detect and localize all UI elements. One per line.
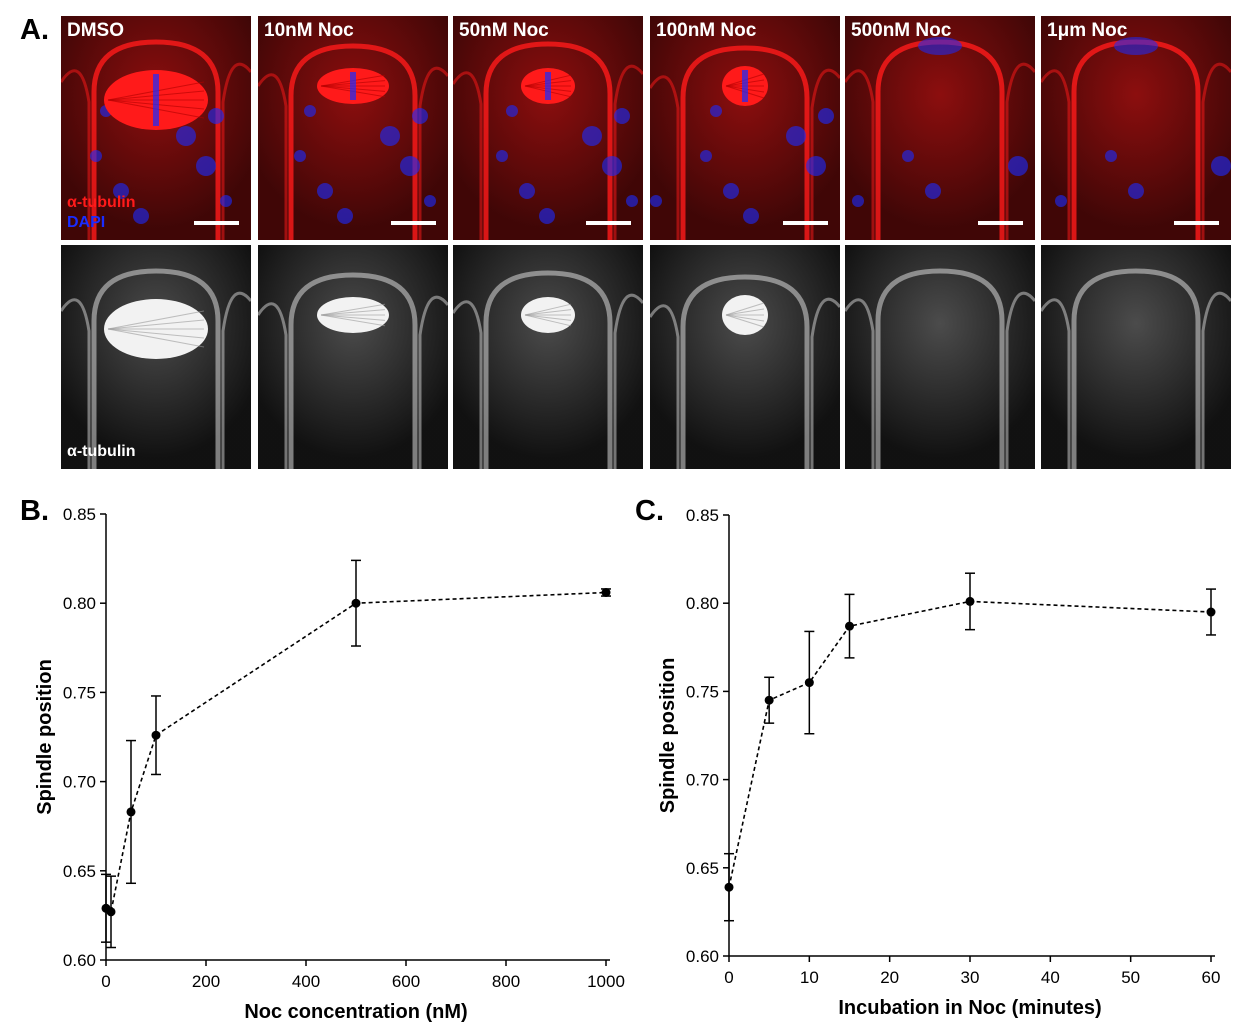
legend-tubulin-mono: α-tubulin — [67, 443, 136, 460]
data-point — [126, 807, 136, 817]
x-tick-label: 200 — [192, 972, 220, 991]
y-tick-label: 0.70 — [686, 771, 719, 790]
y-tick-label: 0.60 — [686, 947, 719, 966]
x-tick-label: 40 — [1041, 968, 1060, 987]
y-axis-label: Spindle position — [34, 659, 56, 815]
tubulin-image-2 — [258, 245, 448, 469]
data-point — [601, 587, 611, 597]
data-point — [724, 882, 734, 892]
condition-label: 100nM Noc — [656, 20, 757, 41]
x-tick-label: 400 — [292, 972, 320, 991]
legend-dapi: DAPI — [67, 214, 106, 231]
data-point — [764, 695, 774, 705]
data-point — [1206, 607, 1216, 617]
x-tick-label: 10 — [800, 968, 819, 987]
y-tick-label: 0.80 — [63, 594, 96, 613]
data-point — [351, 598, 361, 608]
y-tick-label: 0.65 — [686, 859, 719, 878]
x-tick-label: 0 — [724, 968, 733, 987]
x-tick-label: 60 — [1202, 968, 1221, 987]
y-tick-label: 0.65 — [63, 862, 96, 881]
x-axis-label: Noc concentration (nM) — [244, 1001, 467, 1023]
x-tick-label: 30 — [961, 968, 980, 987]
scale-bar — [783, 221, 828, 225]
y-tick-label: 0.85 — [686, 506, 719, 525]
x-tick-label: 600 — [392, 972, 420, 991]
fluorescence-image-2: 10nM Noc — [258, 16, 448, 240]
x-tick-label: 50 — [1121, 968, 1140, 987]
series-line — [105, 591, 607, 914]
condition-label: 10nM Noc — [264, 20, 354, 41]
condition-label: DMSO — [67, 20, 124, 41]
x-tick-label: 20 — [880, 968, 899, 987]
tubulin-image-1: α-tubulin — [61, 245, 251, 469]
x-tick-label: 1000 — [587, 972, 625, 991]
data-point — [845, 621, 854, 631]
x-axis-label: Incubation in Noc (minutes) — [838, 997, 1101, 1019]
y-tick-label: 0.60 — [63, 951, 96, 970]
fluorescence-image-5: 500nM Noc — [845, 16, 1035, 240]
tubulin-image-5 — [845, 245, 1035, 469]
data-point — [965, 596, 975, 606]
panel-b-label: B. — [20, 495, 49, 527]
data-point — [151, 730, 161, 740]
y-tick-label: 0.80 — [686, 594, 719, 613]
noc-concentration-chart: 0 200 400 600 800 1000 0.60 0.65 0.70 0.75 0.80 0.8… — [34, 505, 625, 1023]
scale-bar — [586, 221, 631, 225]
tubulin-image-3 — [453, 245, 643, 469]
data-point — [804, 678, 814, 688]
incubation-time-chart: 0 10 20 30 40 50 60 0.60 0.65 0.70 0.75 0.80 0.85 Inc… — [657, 506, 1221, 1019]
condition-label: 1μm Noc — [1047, 20, 1128, 41]
series-line — [728, 600, 1212, 888]
scale-bar — [1174, 221, 1219, 225]
condition-label: 50nM Noc — [459, 20, 549, 41]
fluorescence-image-3: 50nM Noc — [453, 16, 643, 240]
fluorescence-image-1: DMSO α-tubulin DAPI — [61, 16, 251, 240]
scale-bar — [978, 221, 1023, 225]
x-tick-label: 0 — [101, 972, 110, 991]
scale-bar — [194, 221, 239, 225]
tubulin-image-4 — [650, 245, 840, 469]
fluorescence-image-4: 100nM Noc — [650, 16, 840, 240]
panel-c-label: C. — [635, 495, 664, 527]
legend-tubulin: α-tubulin — [67, 194, 136, 211]
y-tick-label: 0.75 — [63, 683, 96, 702]
y-tick-label: 0.85 — [63, 505, 96, 524]
y-axis-label: Spindle position — [657, 658, 679, 814]
data-point — [106, 907, 116, 917]
x-tick-label: 800 — [492, 972, 520, 991]
fluorescence-image-6: 1μm Noc — [1041, 16, 1231, 240]
panel-a-label: A. — [20, 14, 49, 46]
y-tick-label: 0.70 — [63, 773, 96, 792]
condition-label: 500nM Noc — [851, 20, 952, 41]
y-tick-label: 0.75 — [686, 682, 719, 701]
tubulin-image-6 — [1041, 245, 1231, 469]
scale-bar — [391, 221, 436, 225]
